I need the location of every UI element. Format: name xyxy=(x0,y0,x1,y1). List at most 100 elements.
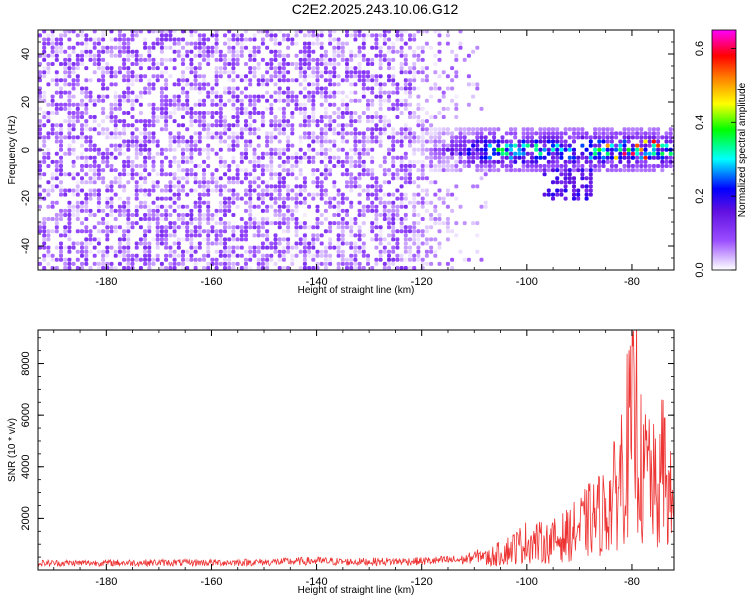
spectrogram-cell xyxy=(307,159,312,164)
spectrogram-cell xyxy=(534,155,539,160)
spectrogram-cell xyxy=(101,49,106,54)
spectrogram-cell xyxy=(441,164,446,168)
x-tick-label: -80 xyxy=(624,276,640,288)
spectrogram-cell xyxy=(609,159,614,164)
spectrogram-cell xyxy=(412,66,417,71)
spectrogram-cell xyxy=(67,225,72,230)
spectrogram-cell xyxy=(643,139,648,144)
spectrogram-cell xyxy=(176,225,181,230)
spectrogram-cell xyxy=(134,213,139,217)
spectrogram-cell xyxy=(319,151,324,156)
spectrogram-cell xyxy=(59,106,63,111)
spectrogram-cell xyxy=(172,233,177,238)
spectrogram-cell xyxy=(46,245,51,250)
spectrogram-cell xyxy=(206,53,211,58)
spectrogram-cell xyxy=(265,257,270,262)
spectrogram-cell xyxy=(361,164,366,168)
spectrogram-cell xyxy=(42,53,47,58)
spectrogram-cell xyxy=(471,143,476,148)
spectrogram-cell xyxy=(105,45,110,50)
spectrogram-cell xyxy=(420,233,425,238)
spectrogram-cell xyxy=(525,143,530,148)
spectrogram-cell xyxy=(130,176,135,181)
spectrogram-cell xyxy=(567,168,572,173)
spectrogram-cell xyxy=(336,253,341,258)
spectrogram-cell xyxy=(298,70,303,75)
spectrogram-cell xyxy=(387,135,391,140)
spectrogram-cell xyxy=(138,90,143,95)
spectrogram-cell xyxy=(420,119,425,124)
spectrogram-cell xyxy=(117,98,122,103)
spectrogram-cell xyxy=(349,180,354,185)
spectrogram-cell xyxy=(63,213,68,217)
spectrogram-cell xyxy=(80,200,84,205)
spectrogram-cell xyxy=(84,86,89,91)
spectrogram-cell xyxy=(67,135,72,140)
spectrogram-cell xyxy=(496,147,501,152)
spectrogram-cell xyxy=(227,237,232,242)
spectrogram-cell xyxy=(340,164,345,168)
spectrogram-cell xyxy=(231,131,236,136)
spectrogram-cell xyxy=(323,168,328,173)
spectrogram-cell xyxy=(96,147,101,152)
spectrogram-cell xyxy=(155,62,160,66)
spectrogram-cell xyxy=(454,151,459,156)
spectrogram-cell xyxy=(399,200,404,205)
spectrogram-cell xyxy=(185,213,190,217)
spectrogram-cell xyxy=(361,57,366,62)
spectrogram-cell xyxy=(42,115,47,119)
spectrogram-cell xyxy=(101,82,106,87)
spectrogram-cell xyxy=(130,53,135,58)
spectrogram-cell xyxy=(542,131,547,136)
spectrogram-cell xyxy=(454,184,459,189)
spectrogram-cell xyxy=(105,237,110,242)
spectrogram-cell xyxy=(168,221,173,226)
spectrogram-cell xyxy=(63,78,68,83)
spectrogram-cell xyxy=(54,164,59,168)
spectrogram-cell xyxy=(382,37,387,42)
spectrogram-cell xyxy=(281,159,286,164)
spectrogram-cell xyxy=(294,200,299,205)
spectrogram-cell xyxy=(172,221,177,226)
spectrogram-cell xyxy=(302,213,307,217)
spectrogram-cell xyxy=(374,53,379,58)
spectrogram-cell xyxy=(101,217,106,221)
spectrogram-cell xyxy=(189,257,194,262)
spectrogram-cell xyxy=(189,188,194,193)
spectrogram-cell xyxy=(328,147,333,152)
spectrogram-cell xyxy=(273,123,278,128)
spectrogram-cell xyxy=(113,45,118,50)
spectrogram-cell xyxy=(382,204,387,209)
spectrogram-cell xyxy=(378,49,383,54)
spectrogram-cell xyxy=(378,62,383,66)
spectrogram-cell xyxy=(109,245,114,250)
spectrogram-cell xyxy=(462,127,467,132)
spectrogram-cell xyxy=(319,131,324,136)
spectrogram-cell xyxy=(382,159,387,164)
spectrogram-cell xyxy=(391,82,396,87)
spectrogram-cell xyxy=(328,94,333,99)
spectrogram-cell xyxy=(328,200,333,205)
spectrogram-cell xyxy=(172,106,177,111)
spectrogram-cell xyxy=(134,192,139,197)
spectrogram-cell xyxy=(361,208,366,213)
spectrogram-cell xyxy=(168,159,173,164)
spectrogram-cell xyxy=(357,131,362,136)
spectrogram-cell xyxy=(378,74,383,79)
spectrogram-cell xyxy=(584,135,589,140)
spectrogram-cell xyxy=(256,257,261,262)
spectrogram-cell xyxy=(445,159,450,164)
spectrogram-cell xyxy=(50,172,55,177)
spectrogram-cell xyxy=(374,74,379,79)
spectrogram-cell xyxy=(382,41,387,46)
spectrogram-cell xyxy=(622,139,627,144)
y-tick-label: -20 xyxy=(20,190,32,206)
colorbar-tick-label: 0.0 xyxy=(694,262,706,277)
spectrogram-cell xyxy=(323,127,328,132)
spectrogram-cell xyxy=(214,41,219,46)
spectrogram-cell xyxy=(134,98,139,103)
spectrogram-cell xyxy=(483,147,488,152)
spectrogram-cell xyxy=(340,192,345,197)
spectrogram-cell xyxy=(349,266,354,270)
spectrogram-cell xyxy=(504,164,509,168)
